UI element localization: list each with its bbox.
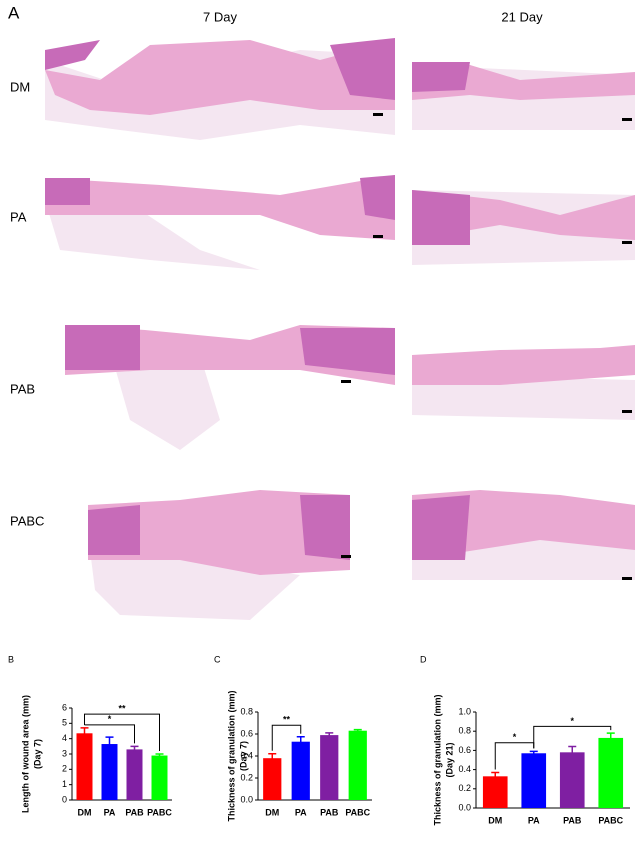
bar (76, 733, 93, 800)
row-label: PAB (10, 381, 35, 396)
x-tick-label: PABC (598, 815, 623, 825)
y-tick-label: 0.8 (458, 726, 471, 736)
error-bar (80, 727, 89, 739)
y-tick-label: 0.2 (458, 783, 471, 793)
significance-label: ** (118, 704, 126, 714)
bar (598, 737, 624, 808)
bar (320, 735, 339, 800)
y-tick-label: 0.4 (458, 764, 471, 774)
column-title: 21 Day (501, 9, 543, 24)
error-bar (606, 732, 615, 743)
significance-bracket (84, 713, 160, 751)
bar (559, 752, 585, 808)
significance-label: * (570, 716, 574, 726)
y-tick-label: 0.8 (240, 706, 253, 716)
significance-bracket (84, 724, 135, 744)
panel-label: C (214, 654, 221, 664)
y-axis-label: Thickness of granulation (mm) (432, 694, 442, 825)
x-tick-label: PA (295, 807, 307, 817)
y-tick-label: 0.0 (458, 802, 471, 812)
error-bar (155, 753, 164, 758)
x-tick-label: DM (78, 807, 92, 817)
error-bar (130, 745, 139, 753)
x-tick-label: PABC (345, 807, 370, 817)
x-tick-label: PAB (320, 807, 339, 817)
row-label: DM (10, 79, 30, 94)
error-bar (105, 736, 114, 751)
error-bar (353, 728, 362, 732)
x-tick-label: PABC (147, 807, 172, 817)
error-bar (325, 732, 334, 738)
y-tick-label: 5 (62, 718, 67, 728)
x-tick-label: PAB (125, 807, 144, 817)
y-tick-label: 0.2 (240, 772, 253, 782)
bar (101, 744, 118, 800)
significance-bracket (533, 725, 612, 749)
bar (482, 776, 508, 808)
error-bar (296, 736, 305, 747)
histology-images (45, 38, 635, 620)
error-bar (568, 745, 577, 759)
panel-label: B (8, 654, 14, 664)
y-tick-label: 0.0 (240, 794, 253, 804)
y-tick-label: 3 (62, 748, 67, 758)
y-axis-label: (Day 21) (444, 742, 454, 777)
x-tick-label: DM (488, 815, 502, 825)
y-tick-label: 1 (62, 779, 67, 789)
bar (521, 753, 547, 808)
y-tick-label: 0 (62, 794, 67, 804)
y-tick-label: 6 (62, 702, 67, 712)
x-tick-label: DM (265, 807, 279, 817)
y-axis-label: Thickness of granulation (mm) (226, 690, 236, 821)
y-tick-label: 0.4 (240, 750, 253, 760)
y-tick-label: 0.6 (240, 728, 253, 738)
bar (126, 749, 143, 800)
x-tick-label: PAB (563, 815, 582, 825)
y-axis-label: (Day 7) (238, 741, 248, 771)
bar (348, 730, 367, 800)
x-tick-label: PA (104, 807, 116, 817)
panel-label: D (420, 654, 427, 664)
column-title: 7 Day (203, 9, 237, 24)
error-bar (491, 771, 500, 781)
error-bar (268, 753, 277, 763)
bar (263, 758, 282, 800)
row-label: PA (10, 209, 27, 224)
row-label: PABC (10, 513, 44, 528)
panel-label: A (8, 3, 20, 22)
significance-label: * (108, 714, 112, 724)
y-tick-label: 2 (62, 764, 67, 774)
y-tick-label: 0.6 (458, 745, 471, 755)
significance-label: * (513, 732, 517, 742)
significance-bracket (271, 724, 302, 751)
error-bar (529, 750, 538, 756)
significance-label: ** (283, 715, 291, 725)
y-axis-label: (Day 7) (32, 739, 42, 769)
y-tick-label: 1.0 (458, 706, 471, 716)
bar (291, 741, 310, 800)
y-axis-label: Length of wound area (mm) (20, 695, 30, 813)
x-tick-label: PA (528, 815, 540, 825)
bar (151, 755, 168, 800)
y-tick-label: 4 (62, 733, 67, 743)
